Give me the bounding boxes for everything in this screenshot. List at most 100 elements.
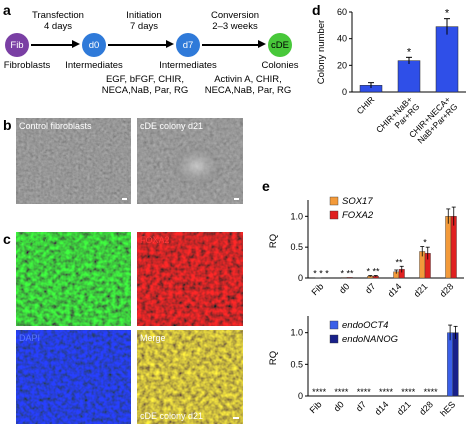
y-axis-label: Colony number [316, 20, 327, 84]
stage-d0-name: Intermediates [65, 60, 123, 71]
y-tick-label: 1.0 [290, 328, 303, 338]
y-tick-label: 40 [337, 34, 347, 44]
phase-control-texture [16, 118, 131, 204]
y-tick-label: 0 [342, 87, 347, 97]
panel-a-label: a [3, 2, 11, 18]
x-tick-label: CHIR [355, 94, 377, 116]
merge-caption: Merge [140, 333, 166, 343]
y-tick-label: 0 [298, 273, 303, 283]
legend-swatch [329, 320, 339, 330]
bar [452, 332, 459, 397]
significance-marker: **** [424, 387, 439, 397]
stage-d0-label: d0 [88, 39, 100, 51]
significance-marker: * [407, 46, 412, 58]
merge-texture [137, 330, 243, 424]
medium-conversion-line2: NECA,NaB, Par, RG [204, 85, 292, 96]
y-axis-label: RQ [268, 234, 279, 248]
step-conversion-title: Conversion [210, 10, 260, 21]
significance-marker: **** [312, 387, 327, 397]
step-transfection-duration: 4 days [44, 21, 72, 32]
medium-conversion-line1: Activin A, CHIR, [214, 74, 282, 85]
step-transfection-title: Transfection [32, 10, 84, 21]
arrow-conversion [202, 40, 266, 48]
x-tick-label: d28 [417, 399, 435, 417]
significance-marker: ** [395, 257, 403, 267]
stage-fib-label: Fib [10, 39, 24, 51]
scale-bar [233, 417, 239, 419]
stage-d0-circle: d0 [82, 33, 106, 57]
legend-label: SOX17 [342, 196, 373, 207]
stage-fib-name: Fibroblasts [3, 60, 51, 71]
x-tick-label: d14 [373, 399, 391, 417]
legend-swatch [329, 210, 339, 220]
stage-cde-circle: cDE [268, 33, 292, 57]
x-tick-label: d21 [412, 281, 430, 299]
significance-marker: * ** [366, 267, 380, 277]
stage-cde-name: Colonies [261, 60, 299, 71]
y-axis-label: RQ [268, 351, 279, 365]
merge-fluorescence-image: Merge cDE colony d21 [137, 330, 243, 424]
dapi-caption: DAPI [19, 333, 41, 343]
foxa2-caption: FOXA2 [140, 235, 170, 245]
legend-label: endoNANOG [342, 334, 398, 345]
stage-d7-name: Intermediates [159, 60, 217, 71]
foxa2-fluorescence-image: FOXA2 [137, 232, 243, 326]
merge-colony-caption: cDE colony d21 [140, 411, 204, 421]
significance-marker: * ** [340, 268, 354, 278]
x-tick-label: d7 [363, 281, 377, 295]
y-tick-label: 60 [337, 7, 347, 17]
significance-marker: **** [334, 387, 349, 397]
scale-bar [234, 198, 239, 200]
control-fibroblasts-caption: Control fibroblasts [19, 121, 92, 131]
legend-label: FOXA2 [342, 210, 374, 221]
y-tick-label: 0.5 [290, 242, 303, 252]
sox17-texture [16, 232, 131, 326]
medium-initiation-line1: EGF, bFGF, CHIR, [105, 74, 185, 85]
panel-e-label: e [262, 178, 270, 194]
y-tick-label: 0 [298, 391, 303, 401]
step-initiation-duration: 7 days [130, 21, 158, 32]
step-initiation-title: Initiation [126, 10, 162, 21]
stage-d7-label: d7 [182, 39, 194, 51]
legend-swatch [329, 196, 339, 206]
dapi-texture [16, 330, 131, 424]
bar [397, 60, 421, 93]
sox17-fluorescence-image: SOX17 [16, 232, 131, 326]
cde-colony-caption: cDE colony d21 [140, 121, 204, 131]
step-conversion-duration: 2–3 weeks [212, 21, 258, 32]
x-tick-label: hES [438, 399, 457, 418]
scale-bar [122, 198, 127, 200]
x-tick-label: d14 [386, 281, 404, 299]
bar [447, 332, 454, 397]
x-tick-label: d0 [332, 399, 346, 413]
significance-marker: **** [401, 387, 416, 397]
phase-contrast-control-image: Control fibroblasts [16, 118, 131, 204]
stage-fib-circle: Fib [5, 33, 29, 57]
panel-c-label: c [3, 231, 11, 247]
y-tick-label: 20 [337, 60, 347, 70]
panel-d-label: d [312, 2, 321, 18]
significance-marker: **** [379, 387, 394, 397]
y-tick-label: 1.0 [290, 211, 303, 221]
chart-e-bottom: 00.51.0RQ****Fib****d0****d7****d14****d… [268, 316, 464, 418]
significance-marker: **** [357, 387, 372, 397]
x-tick-label: d0 [337, 281, 351, 295]
bar [346, 277, 353, 279]
x-tick-label: d28 [438, 281, 456, 299]
arrow-transfection [31, 40, 80, 48]
chart-e-top: 0 0.5 1.0 RQ * * * Fib * ** d0 * ** d7 ** d14 * d21 d2… [268, 196, 464, 299]
stage-cde-label: cDE [271, 39, 289, 51]
arrow-initiation [108, 40, 174, 48]
phase-cde-texture [137, 118, 243, 204]
y-tick-label: 0.5 [290, 359, 303, 369]
phase-contrast-cde-image: cDE colony d21 [137, 118, 243, 204]
panel-b-label: b [3, 117, 12, 133]
x-tick-label: d7 [354, 399, 368, 413]
x-tick-label: Fib [308, 399, 324, 415]
bar [435, 26, 459, 93]
significance-marker: * [445, 8, 450, 20]
stage-d7-circle: d7 [176, 33, 200, 57]
bar [445, 216, 452, 279]
legend-swatch [329, 334, 339, 344]
